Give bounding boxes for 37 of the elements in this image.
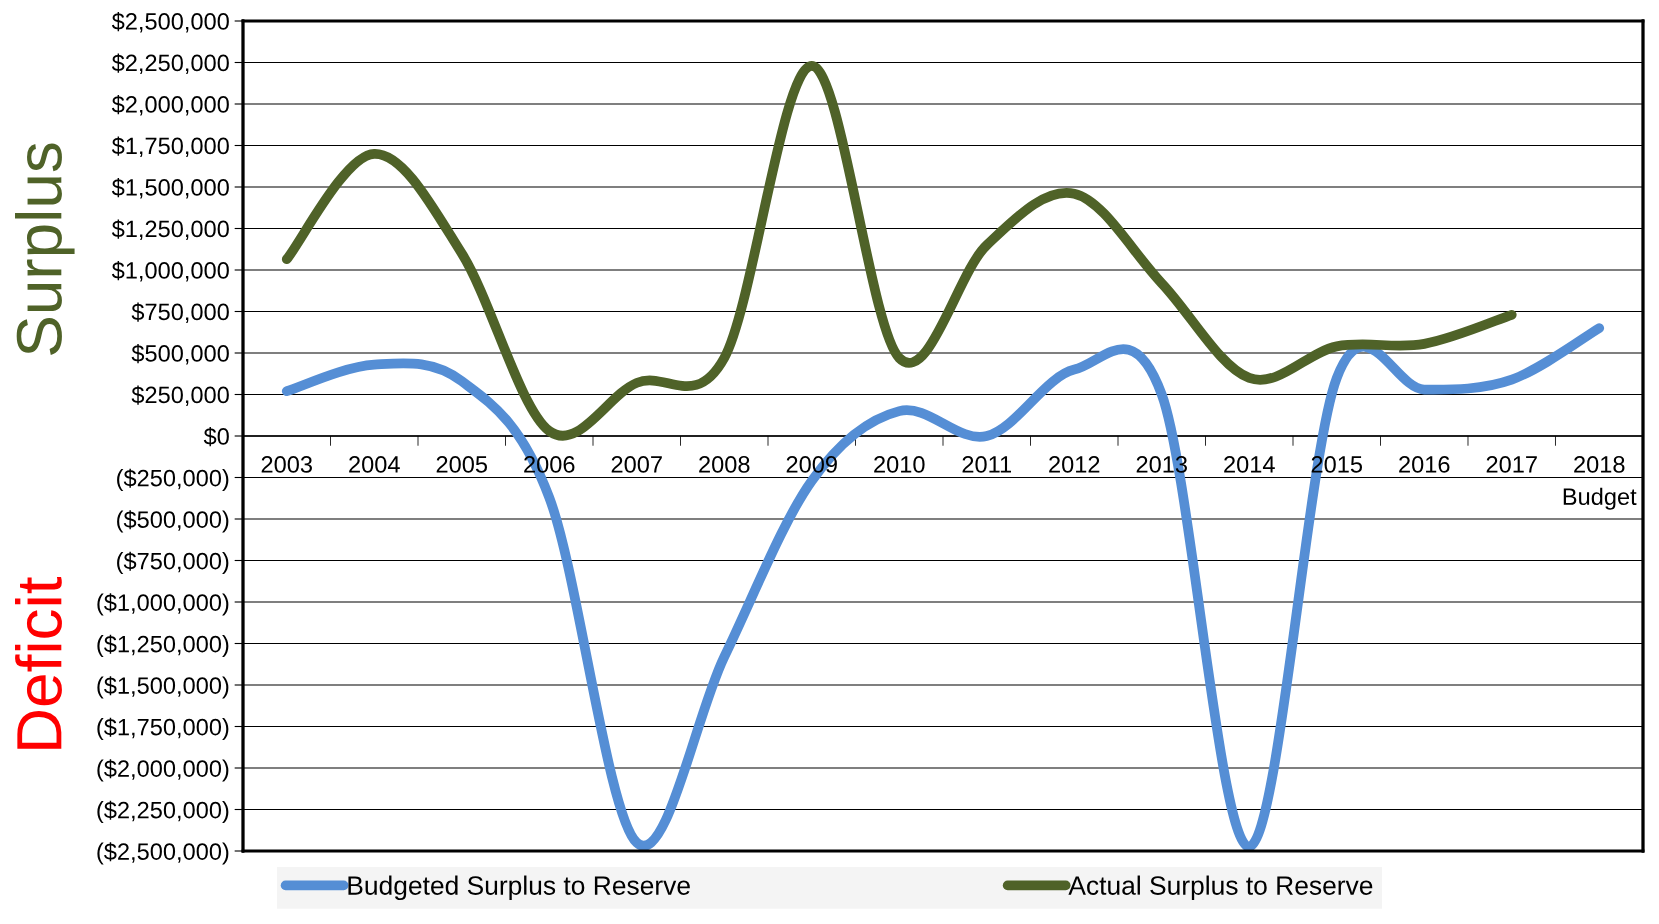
x-tick-label: 2003 bbox=[261, 456, 312, 473]
y-tick-label: $1,500,000 bbox=[111, 178, 229, 199]
x-tick-label: 2011 bbox=[962, 456, 1011, 473]
x-tick-label: 2007 bbox=[611, 456, 662, 473]
y-tick-label: $250,000 bbox=[131, 385, 229, 407]
y-tick-label: ($2,500,000) bbox=[97, 842, 229, 865]
y-tick-label: $1,750,000 bbox=[111, 136, 229, 158]
legend-label: Actual Surplus to Reserve bbox=[1068, 875, 1373, 901]
y-tick-label: ($250,000) bbox=[117, 468, 229, 492]
text: Surplus bbox=[15, 143, 75, 355]
y-tick-label: $750,000 bbox=[131, 302, 229, 324]
y-tick-label: $500,000 bbox=[131, 344, 229, 365]
x-tick-label: 2017 bbox=[1486, 456, 1537, 473]
y-tick-label: $1,000,000 bbox=[111, 261, 229, 282]
y-tick-label: $2,250,000 bbox=[111, 53, 229, 75]
y-tick-label: ($1,250,000) bbox=[97, 634, 229, 658]
y-tick-label: $0 bbox=[203, 427, 229, 447]
x-tick-label: 2016 bbox=[1399, 456, 1450, 473]
y-tick-label: $2,500,000 bbox=[111, 12, 229, 33]
x-tick-label: 2018 Budget bbox=[1563, 456, 1637, 510]
y-tick-label: ($500,000) bbox=[117, 510, 229, 533]
y-tick-label: ($1,500,000) bbox=[97, 676, 229, 699]
y-tick-label: ($1,750,000) bbox=[97, 717, 229, 741]
y-tick-label: ($2,250,000) bbox=[97, 800, 229, 824]
x-tick-label: 2014 bbox=[1224, 456, 1275, 473]
x-tick-label: 2010 bbox=[874, 456, 925, 473]
x-tick-label: 2004 bbox=[349, 456, 400, 473]
y-tick-label: $1,250,000 bbox=[111, 219, 229, 241]
x-tick-label: 2012 bbox=[1049, 456, 1100, 473]
x-tick-label: 2005 bbox=[436, 456, 488, 473]
y-tick-label: ($1,000,000) bbox=[97, 593, 229, 616]
text: Deficit bbox=[15, 577, 62, 749]
y-tick-label: ($750,000) bbox=[117, 551, 229, 575]
x-tick-label: 2008 bbox=[699, 456, 750, 473]
y-tick-label: ($2,000,000) bbox=[97, 759, 229, 782]
y-tick-label: $2,000,000 bbox=[111, 95, 229, 116]
legend-label: Budgeted Surplus to Reserve bbox=[348, 875, 690, 901]
